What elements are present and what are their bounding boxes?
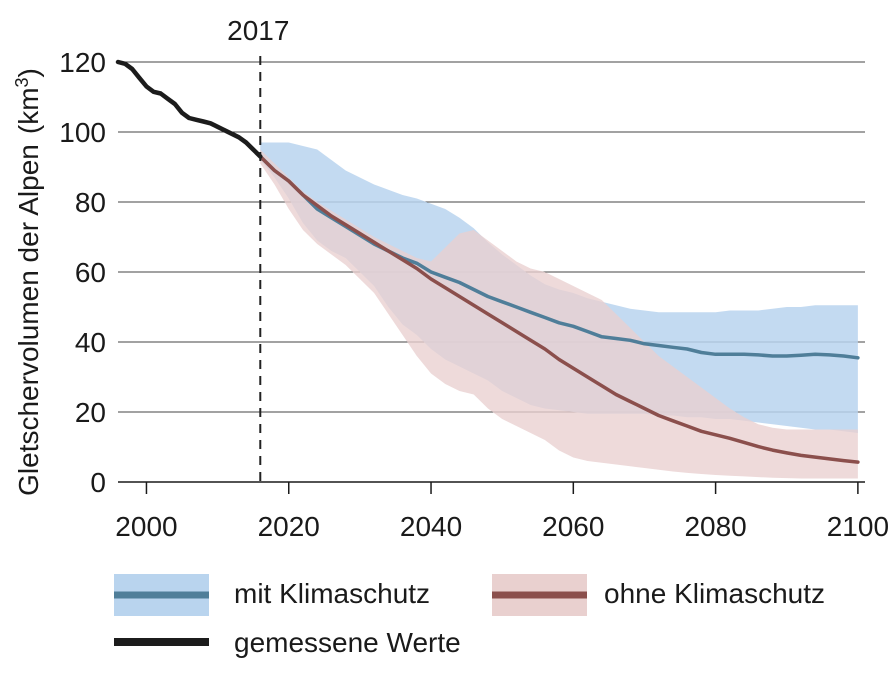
x-tick-label-2040: 2040 [400, 511, 462, 542]
y-tick-label-80: 80 [75, 187, 106, 218]
legend: mit Klimaschutz ohne Klimaschutz gemessene… [114, 574, 825, 658]
band-series-2 [260, 149, 858, 479]
y-tick-label-120: 120 [59, 47, 106, 78]
series-lines [115, 59, 860, 464]
axes [118, 481, 865, 494]
band-series-1 [260, 142, 858, 433]
uncertainty-bands [260, 142, 858, 479]
y-axis-unit-close: ) [13, 68, 44, 77]
y-axis-title-text: Gletschervolumen der Alpen [13, 144, 44, 496]
x-tick-label-2000: 2000 [115, 511, 177, 542]
y-tick-label-40: 40 [75, 327, 106, 358]
x-tick-label-2100: 2100 [827, 511, 889, 542]
legend-label-0: mit Klimaschutz [234, 578, 430, 609]
y-tick-label-20: 20 [75, 397, 106, 428]
annotation-layer: 2017 [227, 15, 289, 485]
y-axis-unit-open: ( [13, 124, 44, 134]
legend-label-1: ohne Klimaschutz [604, 578, 825, 609]
x-tick-label-2060: 2060 [542, 511, 604, 542]
y-axis-title: Gletschervolumen der Alpen (km3) [12, 68, 44, 496]
series-line-2 [258, 154, 860, 464]
x-tick-label-2020: 2020 [258, 511, 320, 542]
series-line-0 [115, 59, 263, 159]
y-tick-label-100: 100 [59, 117, 106, 148]
year-marker-label: 2017 [227, 15, 289, 46]
y-tick-label-60: 60 [75, 257, 106, 288]
x-tick-label-2080: 2080 [684, 511, 746, 542]
y-tick-label-0: 0 [90, 467, 106, 498]
y-axis-unit-base: km [13, 87, 44, 124]
legend-label-2: gemessene Werte [234, 627, 461, 658]
y-axis-unit-sup: 3 [12, 77, 32, 87]
